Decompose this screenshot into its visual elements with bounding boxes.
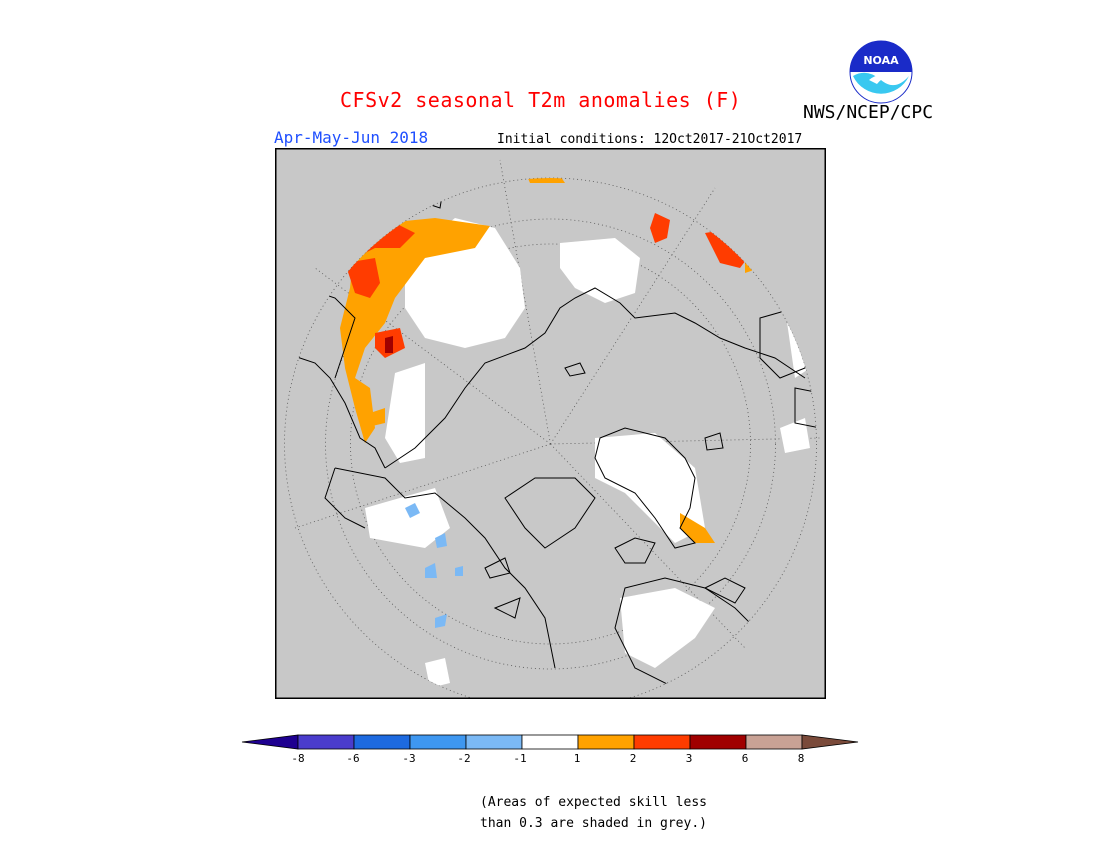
initial-conditions-label: Initial conditions: 12Oct2017-21Oct2017 <box>497 132 803 147</box>
legend-tick-label: -6 <box>346 752 359 765</box>
map-title: CFSv2 seasonal T2m anomalies (F) <box>340 88 742 112</box>
skill-note: (Areas of expected skill less than 0.3 a… <box>480 792 707 834</box>
legend-tick-label: 2 <box>630 752 637 765</box>
polar-map <box>275 148 826 699</box>
legend-color-box <box>465 734 523 750</box>
map-border <box>275 148 826 699</box>
legend-tick-label: -2 <box>457 752 470 765</box>
color-legend: -8 -6 -3 -2 -1 1 2 3 6 8 <box>241 734 859 765</box>
legend-color-box <box>689 734 747 750</box>
skill-note-line-2: than 0.3 are shaded in grey.) <box>480 816 707 831</box>
legend-color-box <box>297 734 355 750</box>
legend-color-box <box>745 734 803 750</box>
legend-color-box <box>353 734 411 750</box>
legend-tick-label: 6 <box>742 752 749 765</box>
legend-color-box <box>633 734 691 750</box>
color-legend-bar <box>241 734 859 750</box>
legend-color-box <box>577 734 635 750</box>
season-label: Apr-May-Jun 2018 <box>274 128 429 147</box>
agency-label: NWS/NCEP/CPC <box>803 102 934 123</box>
legend-tick-label: -1 <box>513 752 526 765</box>
legend-color-arrow-high <box>801 734 859 750</box>
legend-tick-label: 8 <box>798 752 805 765</box>
legend-color-arrow-low <box>241 734 299 750</box>
anomaly-plus-3-to-6-areas <box>385 336 393 353</box>
legend-color-box <box>521 734 579 750</box>
legend-tick-labels: -8 -6 -3 -2 -1 1 2 3 6 8 <box>291 752 804 765</box>
logo-text: NOAA <box>863 54 899 67</box>
noaa-logo: NOAA <box>849 40 913 104</box>
legend-tick-label: 1 <box>574 752 581 765</box>
skill-note-line-1: (Areas of expected skill less <box>480 795 707 810</box>
legend-tick-label: -3 <box>402 752 415 765</box>
anomaly-minus-1-to-2-areas <box>405 503 463 628</box>
legend-color-box <box>409 734 467 750</box>
legend-tick-label: 3 <box>686 752 693 765</box>
legend-tick-label: -8 <box>291 752 304 765</box>
